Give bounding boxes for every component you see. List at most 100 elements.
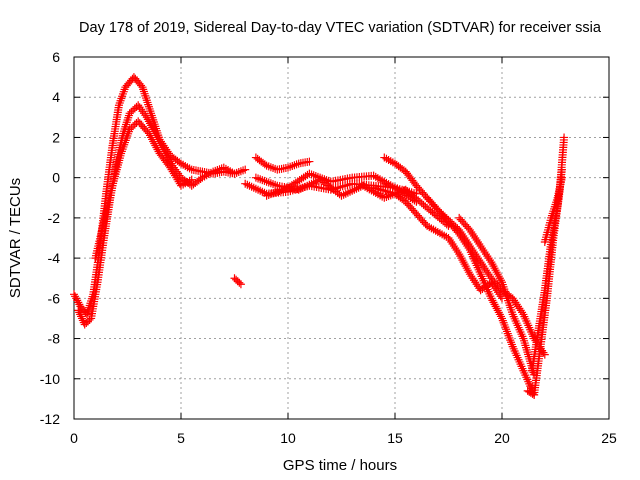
interpolated-point (492, 304, 501, 313)
interpolated-point (493, 306, 502, 315)
interpolated-point (489, 282, 498, 291)
interpolated-point (148, 135, 157, 144)
x-tick-label: 10 (280, 430, 296, 446)
y-tick-label: 0 (52, 170, 60, 186)
data-point (476, 258, 485, 267)
data-series (251, 153, 314, 174)
data-point (142, 113, 151, 122)
interpolated-point (461, 240, 470, 249)
interpolated-point (146, 107, 155, 116)
interpolated-point (168, 167, 177, 176)
interpolated-point (74, 298, 83, 307)
y-tick-label: 6 (52, 49, 60, 65)
interpolated-point (451, 244, 460, 253)
interpolated-point (142, 94, 151, 103)
interpolated-point (73, 296, 82, 305)
interpolated-point (172, 173, 181, 182)
interpolated-point (144, 100, 153, 109)
interpolated-point (149, 137, 158, 146)
interpolated-point (144, 102, 153, 111)
interpolated-point (467, 272, 476, 281)
interpolated-point (490, 300, 499, 309)
interpolated-point (479, 262, 488, 271)
interpolated-point (144, 117, 153, 126)
interpolated-point (145, 119, 154, 128)
data-point (540, 350, 549, 359)
interpolated-point (152, 143, 161, 152)
x-tick-label: 0 (70, 430, 78, 446)
interpolated-point (75, 308, 84, 317)
data-point (412, 197, 421, 206)
interpolated-point (76, 310, 85, 319)
interpolated-point (462, 264, 471, 273)
interpolated-point (471, 234, 480, 242)
y-tick-label: -12 (40, 411, 60, 427)
interpolated-point (494, 272, 503, 281)
interpolated-point (484, 254, 493, 263)
data-point (560, 133, 569, 142)
interpolated-point (147, 121, 156, 130)
interpolated-point (463, 242, 472, 251)
interpolated-point (71, 292, 80, 301)
interpolated-point (494, 308, 503, 317)
interpolated-point (489, 262, 498, 271)
interpolated-point (143, 115, 152, 124)
data-point (74, 306, 83, 315)
data-point (487, 278, 496, 287)
interpolated-point (139, 109, 148, 118)
interpolated-point (140, 89, 149, 98)
interpolated-point (141, 111, 150, 120)
interpolated-point (467, 227, 476, 236)
interpolated-point (515, 304, 524, 313)
data-series (74, 101, 250, 329)
interpolated-point (483, 252, 492, 261)
interpolated-point (149, 125, 158, 134)
interpolated-point (473, 238, 482, 247)
interpolated-point (447, 238, 456, 247)
interpolated-point (461, 262, 470, 271)
y-tick-label: -2 (48, 210, 61, 226)
interpolated-point (471, 278, 480, 287)
y-tick-labels: -12 -10 -8 -6 -4 -2 0 2 4 6 (40, 49, 60, 427)
interpolated-point (495, 310, 504, 319)
y-tick-label: 4 (52, 89, 60, 105)
interpolated-point (493, 270, 502, 279)
interpolated-point (151, 141, 160, 150)
interpolated-point (135, 103, 144, 112)
interpolated-point (469, 231, 478, 240)
data-point (487, 258, 496, 267)
interpolated-point (464, 244, 473, 253)
x-tick-label: 25 (601, 430, 617, 446)
interpolated-point (138, 107, 147, 116)
interpolated-point (150, 139, 159, 148)
interpolated-point (458, 256, 467, 265)
interpolated-point (472, 280, 481, 289)
interpolated-point (490, 264, 499, 273)
interpolated-point (488, 260, 497, 269)
y-tick-label: -6 (48, 290, 61, 306)
data-point (476, 242, 485, 251)
y-tick-label: -8 (48, 331, 61, 347)
interpolated-point (147, 133, 156, 142)
interpolated-point (512, 300, 521, 309)
data-point (241, 165, 250, 174)
interpolated-point (483, 268, 492, 277)
interpolated-point (85, 315, 94, 324)
interpolated-point (453, 248, 462, 257)
interpolated-point (77, 312, 86, 321)
interpolated-point (492, 286, 501, 295)
interpolated-point (137, 105, 146, 114)
x-tick-label: 15 (387, 430, 403, 446)
interpolated-point (479, 246, 488, 255)
interpolated-point (72, 294, 81, 303)
interpolated-point (171, 171, 180, 180)
interpolated-point (449, 242, 458, 251)
interpolated-point (456, 231, 465, 240)
interpolated-point (477, 260, 486, 269)
interpolated-point (173, 175, 182, 184)
interpolated-point (150, 127, 159, 136)
interpolated-point (473, 282, 482, 291)
data-series (70, 73, 239, 319)
interpolated-point (485, 256, 494, 265)
